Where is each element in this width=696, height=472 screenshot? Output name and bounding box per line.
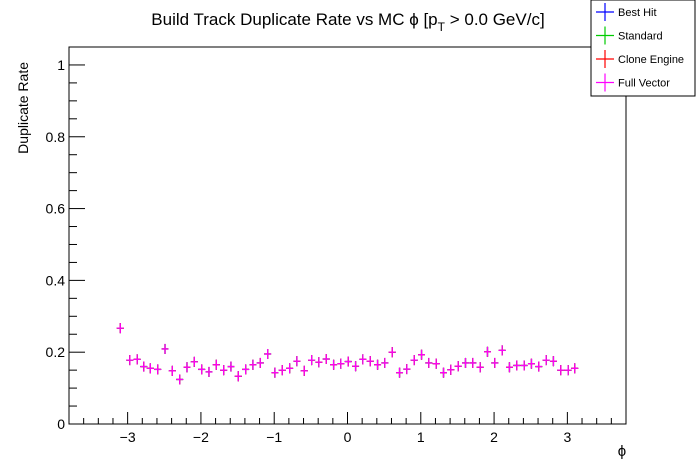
data-point bbox=[278, 365, 286, 376]
data-point bbox=[256, 357, 264, 368]
data-point bbox=[564, 365, 572, 376]
data-point bbox=[330, 359, 338, 370]
data-point bbox=[168, 365, 176, 376]
data-point bbox=[425, 357, 433, 368]
y-tick-label: 0 bbox=[57, 416, 65, 432]
y-tick-label: 0.2 bbox=[46, 344, 66, 360]
data-point bbox=[116, 323, 124, 334]
y-tick-label: 1 bbox=[57, 57, 65, 73]
data-point bbox=[381, 357, 389, 368]
data-point bbox=[249, 359, 257, 370]
data-point bbox=[454, 361, 462, 372]
data-point bbox=[220, 365, 228, 376]
data-point bbox=[388, 347, 396, 358]
data-point bbox=[322, 354, 330, 365]
data-point bbox=[505, 362, 513, 373]
legend-label: Best Hit bbox=[618, 7, 657, 19]
data-point bbox=[337, 358, 345, 369]
data-point bbox=[469, 357, 477, 368]
series-full-vector bbox=[116, 323, 579, 385]
legend-item-standard: Standard bbox=[596, 26, 663, 45]
data-point bbox=[227, 361, 235, 372]
x-tick-label: 3 bbox=[563, 429, 571, 445]
x-axis-label: ϕ bbox=[618, 443, 626, 460]
data-point bbox=[366, 356, 374, 367]
data-point bbox=[308, 355, 316, 366]
x-tick-label: −2 bbox=[193, 429, 209, 445]
data-point bbox=[183, 362, 191, 373]
data-point bbox=[190, 356, 198, 367]
x-axis-ticks: −3 −2 −1 0 1 2 3 bbox=[68, 412, 627, 445]
data-point bbox=[212, 359, 220, 370]
x-tick-label: 0 bbox=[344, 429, 352, 445]
data-point bbox=[126, 355, 134, 366]
data-point bbox=[359, 354, 367, 365]
legend-label: Standard bbox=[618, 31, 663, 43]
data-point bbox=[264, 348, 272, 359]
data-point bbox=[286, 363, 294, 374]
data-point bbox=[440, 367, 447, 378]
data-point bbox=[205, 366, 213, 377]
y-axis-ticks: 0 0.2 0.4 0.6 0.8 1 bbox=[46, 57, 85, 432]
data-point bbox=[242, 364, 250, 375]
data-point bbox=[154, 364, 162, 375]
data-point bbox=[352, 361, 360, 372]
data-point bbox=[410, 355, 418, 366]
data-point bbox=[557, 365, 565, 376]
data-point bbox=[542, 355, 550, 366]
legend-item-best-hit: Best Hit bbox=[596, 3, 657, 21]
y-tick-label: 0.8 bbox=[46, 129, 66, 145]
x-tick-label: −3 bbox=[120, 429, 136, 445]
data-point bbox=[374, 359, 382, 370]
data-point bbox=[403, 364, 411, 375]
x-tick-label: 1 bbox=[417, 429, 425, 445]
y-tick-label: 0.4 bbox=[46, 272, 66, 288]
data-point bbox=[484, 346, 491, 357]
data-point bbox=[527, 358, 535, 369]
data-point bbox=[432, 358, 440, 369]
legend-items: Best Hit Standard Clone Engine Full Vector bbox=[596, 3, 684, 92]
data-point bbox=[271, 367, 279, 378]
data-point bbox=[176, 374, 184, 385]
data-point bbox=[549, 356, 557, 367]
data-point bbox=[146, 363, 154, 374]
data-point bbox=[300, 365, 308, 376]
data-point bbox=[462, 357, 469, 368]
data-point bbox=[498, 345, 506, 356]
data-point bbox=[396, 367, 404, 378]
data-point bbox=[535, 361, 543, 372]
chart-title: Build Track Duplicate Rate vs MC ϕ [pT >… bbox=[151, 10, 544, 34]
data-point bbox=[293, 356, 301, 367]
x-tick-label: 2 bbox=[490, 429, 498, 445]
data-point bbox=[133, 354, 141, 365]
data-point bbox=[418, 349, 426, 360]
data-point bbox=[447, 364, 455, 375]
data-point bbox=[140, 361, 148, 372]
legend-item-clone-engine: Clone Engine bbox=[596, 50, 684, 68]
legend: Best Hit Standard Clone Engine Full Vector bbox=[590, 0, 696, 97]
data-point bbox=[344, 356, 352, 367]
legend-label: Full Vector bbox=[618, 78, 670, 90]
legend-item-full-vector: Full Vector bbox=[596, 73, 670, 92]
y-axis-label: Duplicate Rate bbox=[15, 62, 31, 154]
data-point bbox=[234, 371, 242, 382]
x-tick-label: −1 bbox=[266, 429, 282, 445]
data-point bbox=[491, 357, 499, 368]
data-point bbox=[520, 360, 528, 371]
data-point bbox=[571, 363, 579, 374]
data-point bbox=[476, 362, 484, 373]
legend-label: Clone Engine bbox=[618, 54, 684, 66]
data-point bbox=[513, 360, 521, 371]
data-point bbox=[198, 364, 206, 375]
data-point bbox=[315, 357, 323, 368]
y-tick-label: 0.6 bbox=[46, 201, 66, 217]
legend-box bbox=[590, 0, 696, 97]
data-point bbox=[161, 343, 169, 354]
data-series bbox=[116, 323, 579, 385]
